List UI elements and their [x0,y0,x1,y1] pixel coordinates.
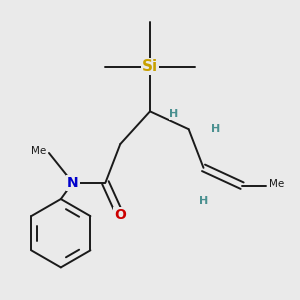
Text: H: H [211,124,220,134]
Text: H: H [199,196,208,206]
Text: O: O [114,208,126,222]
Text: Me: Me [269,179,284,189]
Text: N: N [67,176,79,190]
Text: Me: Me [31,146,46,157]
Text: H: H [169,109,178,119]
Text: Si: Si [142,59,158,74]
